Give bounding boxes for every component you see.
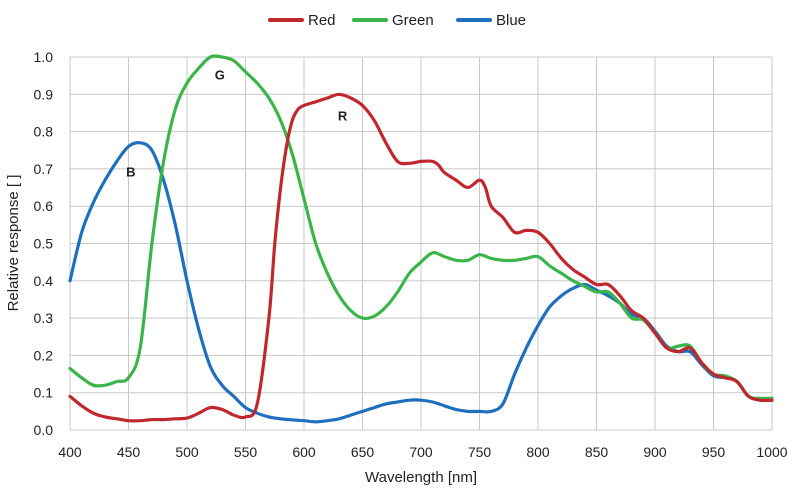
curve-annotations: R G B [126,67,348,179]
y-tick-label: 0.4 [34,273,54,289]
x-tick-label: 700 [409,444,433,460]
series-lines [68,54,774,424]
y-tick-label: 0.1 [34,385,54,401]
x-tick-label: 900 [643,444,667,460]
x-tick-label: 650 [351,444,375,460]
x-tick-label: 750 [468,444,492,460]
legend-label-red: Red [308,12,336,29]
y-tick-label: 0.9 [34,86,54,102]
series-line-red [68,92,774,423]
x-tick-label: 400 [58,444,82,460]
y-tick-label: 0.0 [34,422,54,438]
curve-label-r: R [338,108,348,123]
legend: Red Green Blue [268,12,526,29]
y-tick-label: 0.5 [34,236,54,252]
legend-label-blue: Blue [496,12,526,29]
y-tick-label: 0.3 [34,310,54,326]
y-tick-label: 0.2 [34,347,54,363]
legend-label-green: Green [392,12,434,29]
y-tick-label: 0.8 [34,124,54,140]
x-tick-label: 450 [117,444,141,460]
curve-label-g: G [215,67,225,82]
grid-lines [69,56,773,431]
x-tick-label: 950 [702,444,726,460]
x-tick-label: 600 [292,444,316,460]
y-tick-label: 0.7 [34,161,54,177]
x-tick-labels: 400 450 500 550 600 650 700 750 800 850 900 950 1000 [58,444,787,460]
y-axis-title: Relative response [ ] [5,175,22,312]
y-tick-label: 1.0 [34,49,54,65]
x-tick-label: 500 [175,444,199,460]
y-tick-label: 0.6 [34,198,54,214]
x-tick-label: 850 [585,444,609,460]
x-tick-label: 550 [234,444,258,460]
x-tick-label: 800 [526,444,550,460]
x-axis-title: Wavelength [nm] [365,469,477,486]
y-tick-labels: 0.0 0.1 0.2 0.3 0.4 0.5 0.6 0.7 0.8 0.9 1.0 [34,49,54,438]
curve-label-b: B [126,164,135,179]
x-tick-label: 1000 [756,444,787,460]
